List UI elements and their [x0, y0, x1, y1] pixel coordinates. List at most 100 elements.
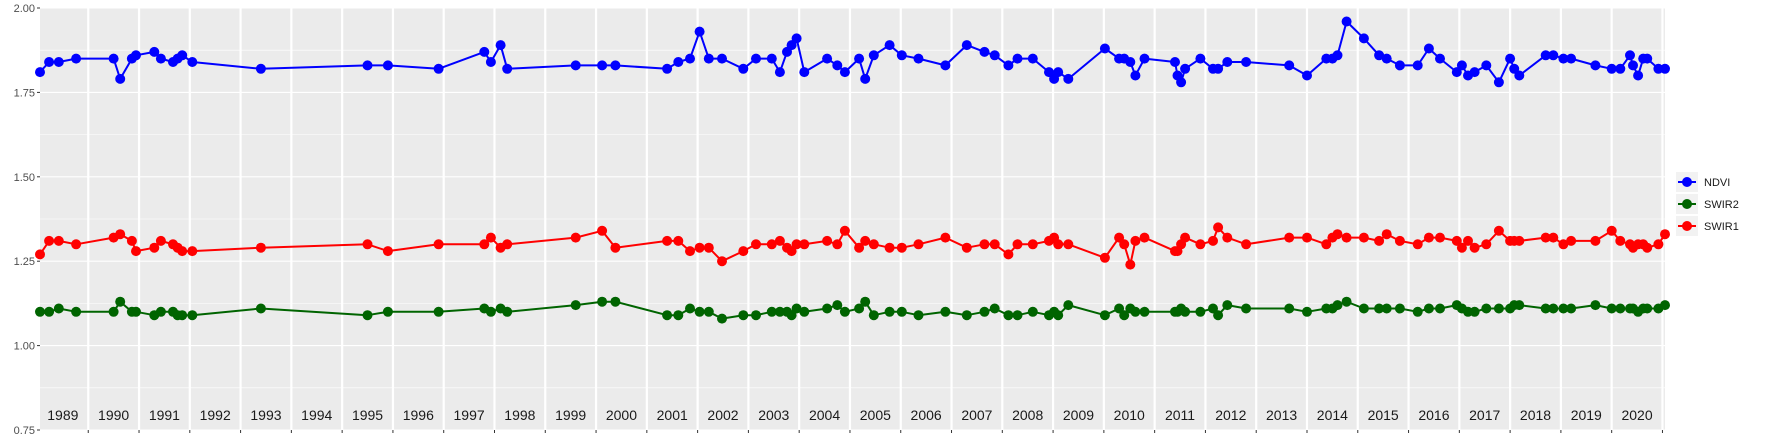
year-label: 2007 — [961, 407, 992, 423]
data-point-swir1 — [822, 235, 833, 246]
data-point-ndvi — [1540, 50, 1551, 61]
data-point-ndvi — [685, 53, 695, 64]
data-point-swir1 — [362, 239, 373, 250]
data-point-ndvi — [1003, 60, 1014, 71]
year-label: 2009 — [1063, 407, 1094, 423]
year-label: 2010 — [1114, 407, 1145, 423]
data-point-swir1 — [685, 246, 695, 257]
data-point-swir1 — [485, 232, 496, 243]
data-point-ndvi — [1381, 53, 1392, 64]
data-point-ndvi — [1566, 53, 1577, 64]
data-point-swir2 — [1606, 303, 1617, 314]
data-point-swir2 — [1130, 306, 1141, 317]
data-point-ndvi — [1332, 50, 1343, 61]
data-point-swir1 — [44, 235, 55, 246]
year-label: 2005 — [860, 407, 891, 423]
data-point-swir2 — [1099, 310, 1110, 321]
year-label: 2001 — [657, 407, 688, 423]
data-point-swir1 — [1590, 235, 1601, 246]
data-point-swir2 — [502, 306, 513, 317]
data-point-ndvi — [115, 73, 126, 84]
data-point-ndvi — [854, 53, 865, 64]
data-point-ndvi — [1423, 43, 1434, 54]
legend-label: SWIR2 — [1704, 199, 1739, 211]
data-point-ndvi — [1125, 57, 1136, 67]
data-point-swir1 — [1423, 232, 1434, 243]
data-point-ndvi — [1027, 53, 1038, 64]
data-point-ndvi — [1625, 50, 1635, 61]
year-label: 2019 — [1571, 407, 1602, 423]
data-point-swir1 — [1660, 229, 1670, 240]
data-point-ndvi — [1456, 60, 1467, 71]
data-point-ndvi — [822, 53, 833, 64]
data-point-ndvi — [1394, 60, 1405, 71]
data-point-swir1 — [1027, 239, 1038, 250]
data-point-swir2 — [1590, 300, 1601, 311]
data-point-swir2 — [1514, 300, 1525, 311]
data-point-swir1 — [799, 239, 810, 250]
data-point-ndvi — [1170, 57, 1180, 67]
data-point-swir2 — [1332, 300, 1343, 311]
data-point-swir1 — [1302, 232, 1312, 243]
data-point-ndvi — [44, 57, 55, 67]
data-point-swir1 — [1341, 232, 1352, 243]
data-point-ndvi — [717, 53, 727, 64]
year-label: 1992 — [200, 407, 231, 423]
data-point-ndvi — [1642, 53, 1653, 64]
year-label: 2012 — [1215, 407, 1246, 423]
data-point-ndvi — [1633, 70, 1644, 81]
data-point-swir2 — [44, 306, 55, 317]
data-point-ndvi — [1176, 77, 1187, 88]
data-point-swir2 — [1469, 306, 1480, 317]
data-point-ndvi — [1615, 63, 1626, 74]
data-point-ndvi — [495, 40, 506, 51]
data-point-ndvi — [1063, 73, 1074, 84]
data-point-ndvi — [694, 26, 705, 37]
data-point-swir1 — [1332, 229, 1343, 240]
data-point-swir2 — [940, 306, 951, 317]
data-point-ndvi — [1590, 60, 1601, 71]
data-point-ndvi — [896, 50, 907, 61]
data-point-swir1 — [1451, 235, 1462, 246]
data-point-swir1 — [1063, 239, 1074, 250]
data-point-ndvi — [979, 46, 990, 57]
data-point-ndvi — [155, 53, 166, 64]
data-point-swir1 — [989, 239, 1000, 250]
data-point-ndvi — [1139, 53, 1150, 64]
data-point-swir2 — [884, 306, 895, 317]
data-point-swir2 — [1139, 306, 1150, 317]
data-point-swir2 — [989, 303, 1000, 314]
data-point-swir2 — [832, 300, 843, 311]
data-point-swir2 — [662, 310, 673, 321]
y-tick-label: 1.25 — [14, 256, 35, 268]
data-point-ndvi — [884, 40, 895, 51]
data-point-ndvi — [1180, 63, 1191, 74]
data-point-swir2 — [1027, 306, 1038, 317]
data-point-swir2 — [1435, 303, 1445, 314]
data-point-swir1 — [979, 239, 990, 250]
data-point-swir2 — [382, 306, 393, 317]
data-point-swir2 — [1195, 306, 1206, 317]
data-point-swir1 — [1195, 239, 1206, 250]
data-point-ndvi — [1213, 63, 1224, 74]
x-axis: 1989 1990 1991 1992 1993 1994 1995 1996 1997 1998… — [47, 407, 1663, 433]
data-point-swir1 — [1653, 239, 1664, 250]
data-point-swir1 — [570, 232, 581, 243]
year-label: 2000 — [606, 407, 637, 423]
year-label: 1995 — [352, 407, 383, 423]
data-point-swir2 — [913, 310, 924, 321]
data-point-swir1 — [751, 239, 761, 250]
data-point-swir1 — [53, 235, 64, 246]
data-point-ndvi — [1302, 70, 1312, 81]
legend: NDVI SWIR2 SWIR1 — [1676, 172, 1739, 236]
year-label: 2003 — [758, 407, 789, 423]
grid-lines — [40, 7, 1665, 431]
data-point-ndvi — [362, 60, 373, 71]
data-point-ndvi — [799, 67, 810, 78]
data-point-swir1 — [1358, 232, 1369, 243]
data-point-swir1 — [1566, 235, 1577, 246]
year-label: 2017 — [1469, 407, 1500, 423]
data-point-swir1 — [1642, 242, 1653, 253]
year-label: 2011 — [1165, 407, 1195, 423]
data-point-swir2 — [597, 296, 608, 307]
